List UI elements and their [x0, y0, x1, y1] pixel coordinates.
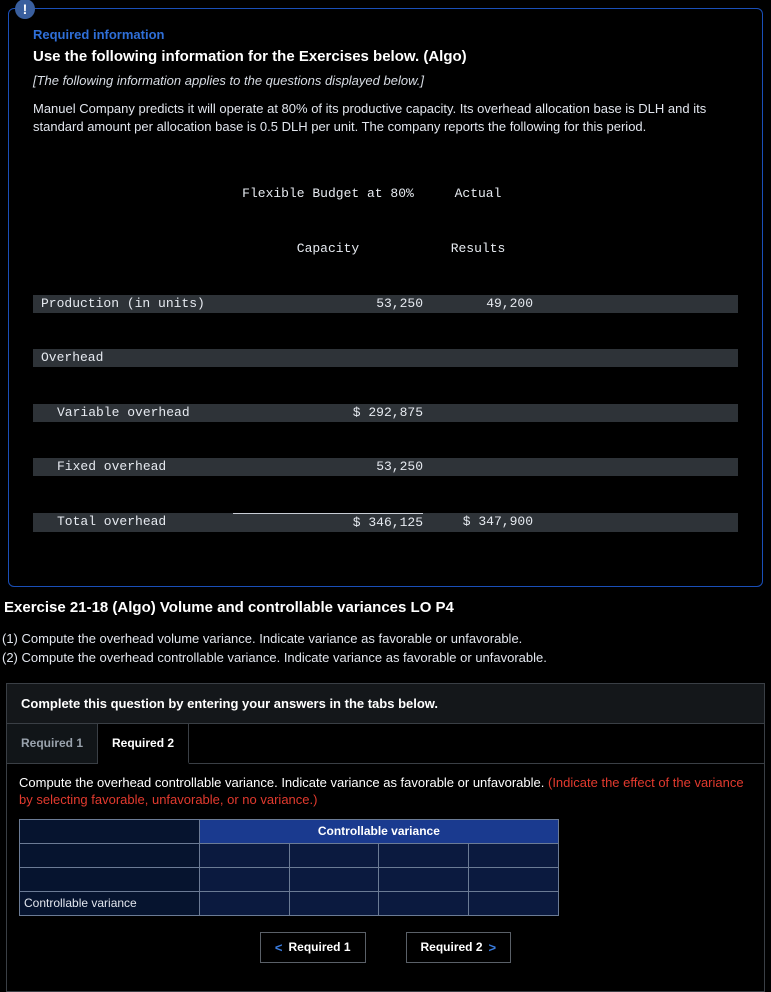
var-input-r2c2[interactable] — [289, 867, 379, 891]
instruction-main: Compute the overhead controllable varian… — [19, 775, 548, 790]
row-overhead-label: Overhead — [33, 349, 233, 367]
answer-header: Complete this question by entering your … — [7, 684, 764, 724]
row-production-flex: 53,250 — [233, 295, 423, 313]
tab-strip: Required 1 Required 2 — [7, 724, 764, 764]
next-button-label: Required 2 — [421, 940, 483, 954]
col-header-flex-1: Flexible Budget at 80% — [233, 185, 423, 203]
controllable-variance-table: Controllable variance Controllable varia… — [19, 819, 559, 916]
chevron-left-icon: < — [275, 940, 283, 955]
prev-button-label: Required 1 — [288, 940, 350, 954]
var-input-row2-label[interactable] — [20, 867, 200, 891]
answer-panel: Complete this question by entering your … — [6, 683, 765, 992]
var-input-row1-label[interactable] — [20, 843, 200, 867]
var-row-controllable-label: Controllable variance — [20, 891, 200, 915]
instruction-text: Compute the overhead controllable varian… — [19, 774, 752, 809]
var-input-r1c3[interactable] — [379, 843, 469, 867]
var-input-r2c3[interactable] — [379, 867, 469, 891]
info-italic-note: [The following information applies to th… — [33, 73, 738, 88]
tab-content: Compute the overhead controllable varian… — [7, 764, 764, 991]
required-info-label: Required information — [33, 27, 738, 42]
overhead-data-table: Flexible Budget at 80% Actual Capacity R… — [33, 149, 738, 568]
col-header-flex-2: Capacity — [233, 240, 423, 258]
var-input-r1c2[interactable] — [289, 843, 379, 867]
row-var-oh-flex: $ 292,875 — [233, 404, 423, 422]
row-fixed-oh-flex: 53,250 — [233, 458, 423, 476]
row-fixed-oh-label: Fixed overhead — [33, 458, 233, 476]
alert-icon: ! — [15, 0, 35, 19]
var-table-header: Controllable variance — [199, 819, 558, 843]
next-button[interactable]: Required 2 > — [406, 932, 512, 963]
row-total-oh-actual: $ 347,900 — [423, 513, 533, 532]
row-production-label: Production (in units) — [33, 295, 233, 313]
row-total-oh-flex: $ 346,125 — [233, 513, 423, 532]
col-header-actual-1: Actual — [423, 185, 533, 203]
row-var-oh-label: Variable overhead — [33, 404, 233, 422]
question-2: (2) Compute the overhead controllable va… — [2, 649, 771, 667]
info-body-text: Manuel Company predicts it will operate … — [33, 100, 738, 135]
row-total-oh-label: Total overhead — [33, 513, 233, 532]
chevron-right-icon: > — [489, 940, 497, 955]
tab-required-2[interactable]: Required 2 — [98, 724, 189, 764]
info-panel: ! Required information Use the following… — [8, 8, 763, 587]
var-input-r3c4[interactable] — [469, 891, 559, 915]
prev-button[interactable]: < Required 1 — [260, 932, 366, 963]
var-input-r1c4[interactable] — [469, 843, 559, 867]
col-header-actual-2: Results — [423, 240, 533, 258]
exercise-title: Exercise 21-18 (Algo) Volume and control… — [0, 599, 771, 616]
var-input-r2c1[interactable] — [199, 867, 289, 891]
question-list: (1) Compute the overhead volume variance… — [0, 630, 771, 666]
var-input-r2c4[interactable] — [469, 867, 559, 891]
nav-button-row: < Required 1 Required 2 > — [19, 916, 752, 975]
tab-required-1[interactable]: Required 1 — [7, 724, 98, 763]
row-production-actual: 49,200 — [423, 295, 533, 313]
var-input-r3c3[interactable] — [379, 891, 469, 915]
question-1: (1) Compute the overhead volume variance… — [2, 630, 771, 648]
var-input-r3c2[interactable] — [289, 891, 379, 915]
var-input-r3c1[interactable] — [199, 891, 289, 915]
var-input-r1c1[interactable] — [199, 843, 289, 867]
info-title: Use the following information for the Ex… — [33, 48, 738, 65]
